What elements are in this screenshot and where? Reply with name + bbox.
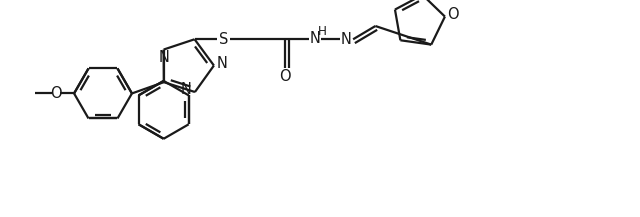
Text: N: N: [158, 51, 169, 66]
Text: N: N: [181, 82, 192, 97]
Text: N: N: [341, 32, 352, 47]
Text: O: O: [279, 69, 291, 84]
Text: S: S: [219, 32, 228, 47]
Text: N: N: [217, 56, 228, 71]
Text: O: O: [50, 86, 62, 101]
Text: H: H: [318, 25, 327, 38]
Text: N: N: [310, 31, 321, 46]
Text: O: O: [447, 7, 459, 22]
